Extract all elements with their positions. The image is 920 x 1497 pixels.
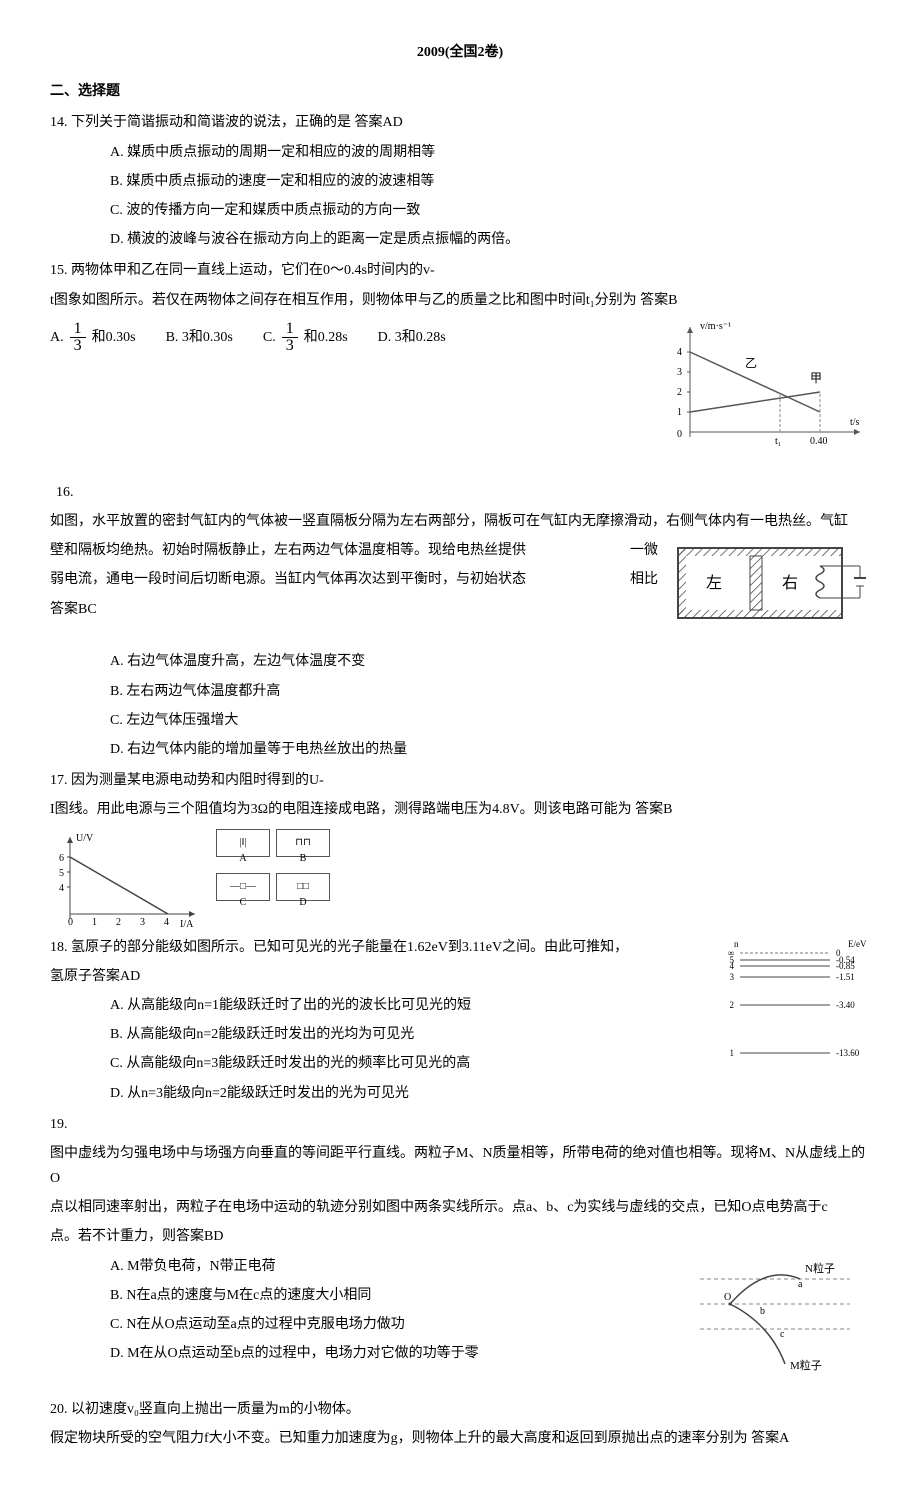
svg-text:0.40: 0.40 [810,436,828,447]
svg-text:n: n [734,939,739,949]
q17-ui-graph: U/V I/A 4 5 6 0 1 2 3 4 [50,829,200,929]
svg-text:2: 2 [677,387,682,398]
svg-text:t/s: t/s [850,417,860,428]
question-15: 15. 两物体甲和乙在同一直线上运动，它们在0～0.4s时间内的v- t图象如图… [50,258,870,474]
q17-num: 17. [50,773,68,788]
svg-text:-0.85: -0.85 [836,961,855,971]
svg-text:E/eV: E/eV [848,939,867,949]
q16-opt-c: C. 左边气体压强增大 [110,708,870,733]
question-17: 17. 因为测量某电源电动势和内阻时得到的U- I图线。用此电源与三个阻值均为3… [50,768,870,928]
svg-text:U/V: U/V [76,833,94,844]
q14-opt-b: B. 媒质中质点振动的速度一定和相应的波的波速相等 [110,169,870,194]
svg-text:右: 右 [782,574,798,592]
circuit-c: —□—C [216,873,270,901]
circuit-a: |‖|A [216,829,270,857]
svg-text:3: 3 [140,917,145,928]
svg-text:乙: 乙 [745,356,757,370]
q14-text: 下列关于简谐振动和简谐波的说法，正确的是 答案AD [71,115,403,130]
svg-text:b: b [760,1306,765,1317]
q20-num: 20. [50,1402,68,1417]
svg-text:5: 5 [59,868,64,879]
question-20: 20. 以初速度v₀竖直向上抛出一质量为m的小物体。 假定物块所受的空气阻力f大… [50,1397,870,1451]
q20-stem2: 假定物块所受的空气阻力f大小不变。已知重力加速度为g，则物体上升的最大高度和返回… [50,1426,870,1451]
svg-text:M粒子: M粒子 [790,1358,822,1372]
q19-stem3: 点。若不计重力，则答案BD [50,1224,870,1249]
svg-text:a: a [798,1279,803,1290]
q15-opt-c: C. 1 3 和0.28s [263,321,348,354]
q17-stem1: 17. 因为测量某电源电动势和内阻时得到的U- [50,768,870,793]
q15-text1: 两物体甲和乙在同一直线上运动，它们在0～0.4s时间内的v- [71,263,435,278]
svg-text:4: 4 [59,883,64,894]
svg-text:左: 左 [706,574,722,592]
q18-opt-d: D. 从n=3能级向n=2能级跃迁时发出的光为可见光 [110,1081,870,1106]
q14-opt-c: C. 波的传播方向一定和媒质中质点振动的方向一致 [110,198,870,223]
q16-figure: 左 右 [670,538,870,637]
question-18: n E/eV ∞ 0 5 -0.54 4 -0.85 3 -1.51 2 -3.… [50,935,870,1106]
svg-text:-1.51: -1.51 [836,972,855,982]
svg-text:-3.40: -3.40 [836,1000,855,1010]
q16-stem1: 如图，水平放置的密封气缸内的气体被一竖直隔板分隔为左右两部分，隔板可在气缸内无摩… [50,509,870,534]
svg-text:v/m·s⁻¹: v/m·s⁻¹ [700,321,731,332]
svg-text:1: 1 [677,407,682,418]
svg-text:1: 1 [730,1048,735,1058]
svg-text:6: 6 [59,853,64,864]
svg-text:2: 2 [730,1000,735,1010]
q14-stem: 14. 下列关于简谐振动和简谐波的说法，正确的是 答案AD [50,110,870,135]
svg-text:0: 0 [68,917,73,928]
exam-title: 2009(全国2卷) [50,40,870,65]
q15-opt-d: D. 3和0.28s [378,325,446,350]
q18-figure: n E/eV ∞ 0 5 -0.54 4 -0.85 3 -1.51 2 -3.… [720,935,870,1074]
q19-figure: N粒子 a M粒子 O b c [690,1254,870,1383]
svg-text:2: 2 [116,917,121,928]
q15-num: 15. [50,263,68,278]
question-19: 19. 图中虚线为匀强电场中与场强方向垂直的等间距平行直线。两粒子M、N质量相等… [50,1112,870,1391]
svg-text:-13.60: -13.60 [836,1048,860,1058]
q15-figure: v/m·s⁻¹ t/s 0 1 2 3 4 乙 甲 t₁ 0.40 [660,317,870,466]
q17-figures: U/V I/A 4 5 6 0 1 2 3 4 |‖|A ⊓⊓B —□—C □□… [50,829,870,929]
q14-num: 14. [50,115,68,130]
q14-opt-a: A. 媒质中质点振动的周期一定和相应的波的周期相等 [110,140,870,165]
q17-stem2: I图线。用此电源与三个阻值均为3Ω的电阻连接成电路，测得路端电压为4.8V。则该… [50,797,870,822]
q20-stem1: 20. 以初速度v₀竖直向上抛出一质量为m的小物体。 [50,1397,870,1422]
svg-text:甲: 甲 [810,371,822,385]
q15-options: A. 1 3 和0.30s B. 3和0.30s C. 1 3 和0.28s D… [50,321,648,354]
q16-num: 16. [56,480,870,505]
q16-opt-a: A. 右边气体温度升高，左边气体温度不变 [110,649,870,674]
q16-opt-d: D. 右边气体内能的增加量等于电热丝放出的热量 [110,737,870,762]
q15-stem1: 15. 两物体甲和乙在同一直线上运动，它们在0～0.4s时间内的v- [50,258,870,283]
svg-text:t₁: t₁ [775,436,781,447]
svg-text:3: 3 [677,367,682,378]
svg-text:4: 4 [164,917,169,928]
q16-opt-b: B. 左右两边气体温度都升高 [110,679,870,704]
q14-opt-d: D. 横波的波峰与波谷在振动方向上的距离一定是质点振幅的两倍。 [110,227,870,252]
fraction-icon: 1 3 [70,321,86,354]
question-16: 16. 如图，水平放置的密封气缸内的气体被一竖直隔板分隔为左右两部分，隔板可在气… [50,480,870,762]
q15-opt-a: A. 1 3 和0.30s [50,321,136,354]
svg-text:3: 3 [730,972,735,982]
fraction-icon: 1 3 [282,321,298,354]
q17-circuits: |‖|A ⊓⊓B —□—C □□D [216,829,330,901]
question-14: 14. 下列关于简谐振动和简谐波的说法，正确的是 答案AD A. 媒质中质点振动… [50,110,870,252]
q19-num: 19. [50,1112,870,1137]
q19-stem2: 点以相同速率射出，两粒子在电场中运动的轨迹分别如图中两条实线所示。点a、b、c为… [50,1195,870,1220]
svg-text:N粒子: N粒子 [805,1261,835,1275]
svg-text:0: 0 [677,429,682,440]
svg-text:O: O [724,1292,731,1303]
svg-text:4: 4 [730,961,735,971]
circuit-b: ⊓⊓B [276,829,330,857]
section-header: 二、选择题 [50,79,870,104]
svg-text:I/A: I/A [180,919,194,929]
circuit-d: □□D [276,873,330,901]
q18-num: 18. [50,940,68,955]
svg-text:c: c [780,1329,785,1340]
q15-opt-b: B. 3和0.30s [166,325,233,350]
svg-text:4: 4 [677,347,682,358]
svg-text:1: 1 [92,917,97,928]
q19-stem1: 图中虚线为匀强电场中与场强方向垂直的等间距平行直线。两粒子M、N质量相等，所带电… [50,1141,870,1191]
q15-stem2: t图象如图所示。若仅在两物体之间存在相互作用，则物体甲与乙的质量之比和图中时间t… [50,288,870,313]
